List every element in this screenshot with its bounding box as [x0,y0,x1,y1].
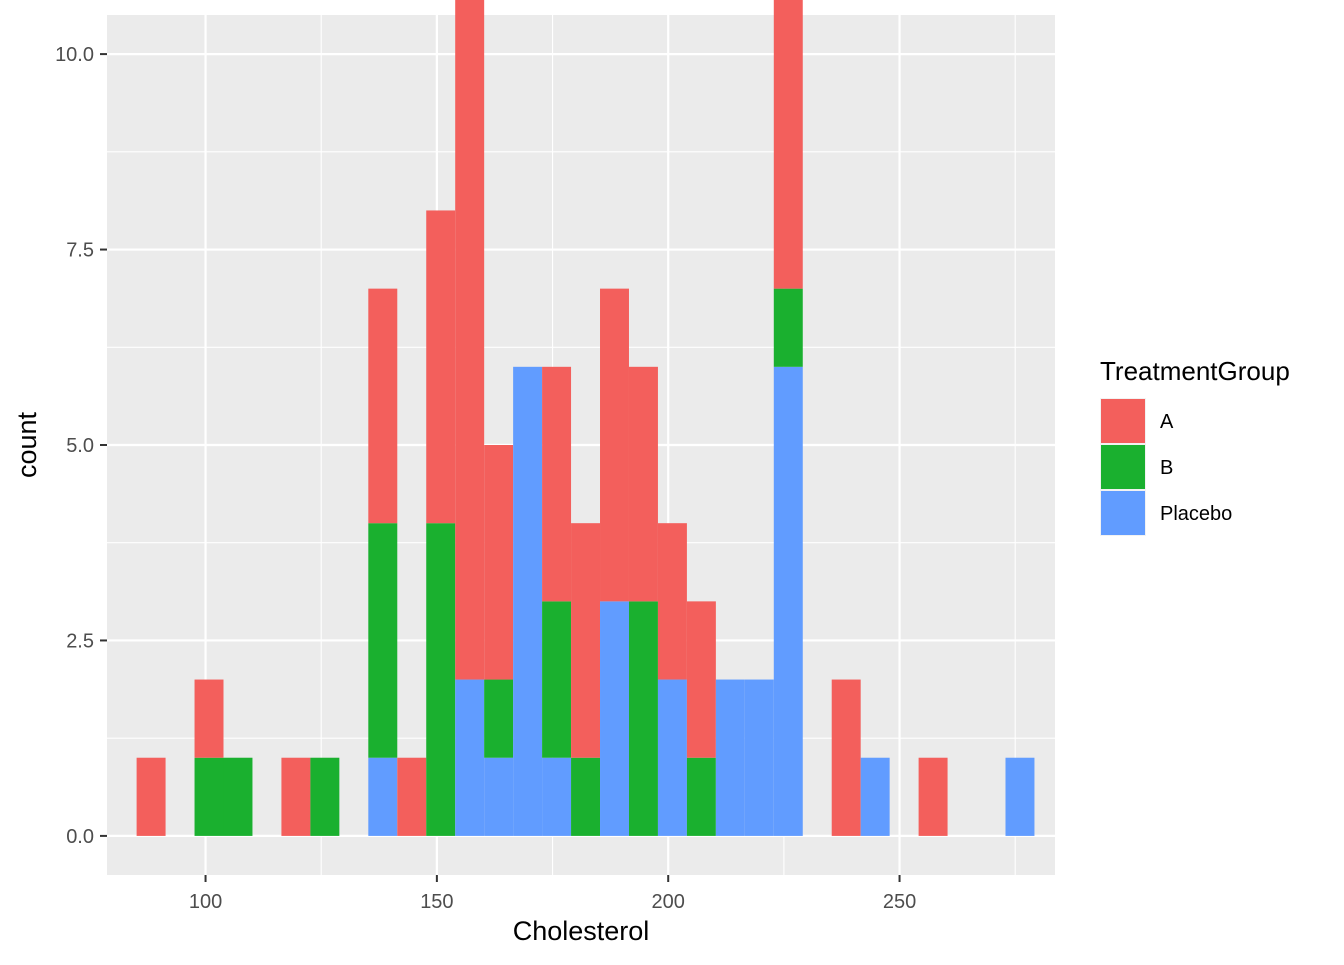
legend-label-b: B [1160,457,1173,479]
x-tick-label: 100 [189,891,222,913]
bar-a [628,366,658,602]
bar-placebo [860,757,890,836]
bar-b [223,757,253,836]
legend: TreatmentGroup A B Placebo [1100,356,1290,536]
bar-a [686,601,716,758]
bar-placebo [368,757,398,836]
bar-a [571,523,601,758]
legend-label-a: A [1160,411,1174,433]
legend-key-placebo [1101,491,1145,535]
x-axis: 100 150 200 250 [189,875,916,913]
bar-placebo [600,601,629,836]
bar-placebo [542,757,572,836]
bar-a [136,757,166,836]
bar-a [831,679,861,836]
bar-placebo [773,366,803,836]
histogram-bars [136,0,1035,836]
legend-key-b [1101,445,1145,489]
bar-b [194,757,224,836]
bar-a [455,0,485,680]
x-tick-label: 150 [420,891,453,913]
x-axis-title: Cholesterol [513,916,650,946]
y-tick-label: 5.0 [66,435,94,457]
bar-a [600,288,629,602]
bar-a [397,757,427,836]
bar-placebo [455,679,485,836]
legend-title: TreatmentGroup [1100,356,1290,386]
bar-a [918,757,948,836]
bar-b [426,523,456,836]
y-tick-label: 10.0 [55,44,94,66]
bar-placebo [657,679,687,836]
bar-placebo [513,366,543,836]
y-axis-title: count [12,411,42,478]
legend-label-placebo: Placebo [1160,503,1232,525]
bar-placebo [744,679,774,836]
bar-a [281,757,311,836]
bar-b [628,601,658,836]
bar-a [542,366,572,602]
x-tick-label: 200 [652,891,685,913]
bar-placebo [1005,757,1035,836]
bar-a [368,288,398,524]
y-axis: 0.0 2.5 5.0 7.5 10.0 [55,44,107,848]
bar-a [194,679,224,758]
y-tick-label: 7.5 [66,240,94,262]
bar-a [426,210,456,524]
bar-a [657,523,687,680]
bar-b [686,757,716,836]
bar-b [484,679,514,758]
x-tick-label: 250 [883,891,916,913]
y-tick-label: 0.0 [66,826,94,848]
bar-placebo [484,757,514,836]
bar-b [368,523,398,758]
bar-a [773,0,803,289]
bar-a [484,445,514,680]
legend-key-a [1101,399,1145,443]
bar-b [542,601,572,758]
bar-b [773,288,803,367]
y-tick-label: 2.5 [66,630,94,652]
bar-placebo [715,679,745,836]
bar-b [571,757,601,836]
bar-b [310,757,340,836]
